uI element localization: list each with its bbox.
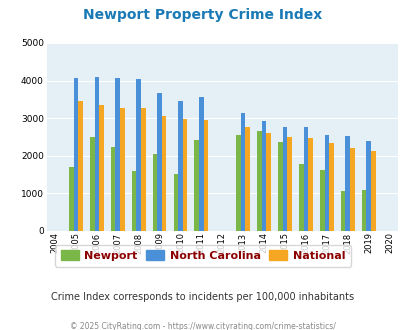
Text: Crime Index corresponds to incidents per 100,000 inhabitants: Crime Index corresponds to incidents per… xyxy=(51,292,354,302)
Bar xyxy=(236,135,240,231)
Bar xyxy=(277,142,282,231)
Bar xyxy=(132,171,136,231)
Bar xyxy=(361,190,365,231)
Bar xyxy=(136,79,141,231)
Bar xyxy=(73,78,78,231)
Bar xyxy=(78,101,83,231)
Bar xyxy=(256,131,261,231)
Bar xyxy=(240,113,245,231)
Bar xyxy=(111,147,115,231)
Bar xyxy=(287,137,291,231)
Bar xyxy=(261,121,266,231)
Bar xyxy=(157,92,162,231)
Text: © 2025 CityRating.com - https://www.cityrating.com/crime-statistics/: © 2025 CityRating.com - https://www.city… xyxy=(70,322,335,330)
Bar xyxy=(328,143,333,231)
Bar xyxy=(182,119,187,231)
Bar xyxy=(152,153,157,231)
Bar xyxy=(266,133,270,231)
Bar xyxy=(173,174,178,231)
Bar xyxy=(319,170,324,231)
Bar xyxy=(141,108,145,231)
Bar xyxy=(203,120,208,231)
Bar xyxy=(194,140,198,231)
Bar xyxy=(298,164,303,231)
Bar xyxy=(198,97,203,231)
Bar xyxy=(120,108,124,231)
Bar xyxy=(94,77,99,231)
Bar xyxy=(307,138,312,231)
Bar xyxy=(115,78,120,231)
Bar xyxy=(370,151,375,231)
Bar xyxy=(178,101,182,231)
Bar xyxy=(303,127,307,231)
Bar xyxy=(245,127,249,231)
Legend: Newport, North Carolina, National: Newport, North Carolina, National xyxy=(55,245,350,267)
Bar xyxy=(162,116,166,231)
Bar xyxy=(345,136,349,231)
Bar xyxy=(324,135,328,231)
Text: Newport Property Crime Index: Newport Property Crime Index xyxy=(83,8,322,22)
Bar xyxy=(99,105,104,231)
Bar xyxy=(69,167,73,231)
Bar xyxy=(340,191,345,231)
Bar xyxy=(365,142,370,231)
Bar xyxy=(90,137,94,231)
Bar xyxy=(349,148,354,231)
Bar xyxy=(282,127,287,231)
